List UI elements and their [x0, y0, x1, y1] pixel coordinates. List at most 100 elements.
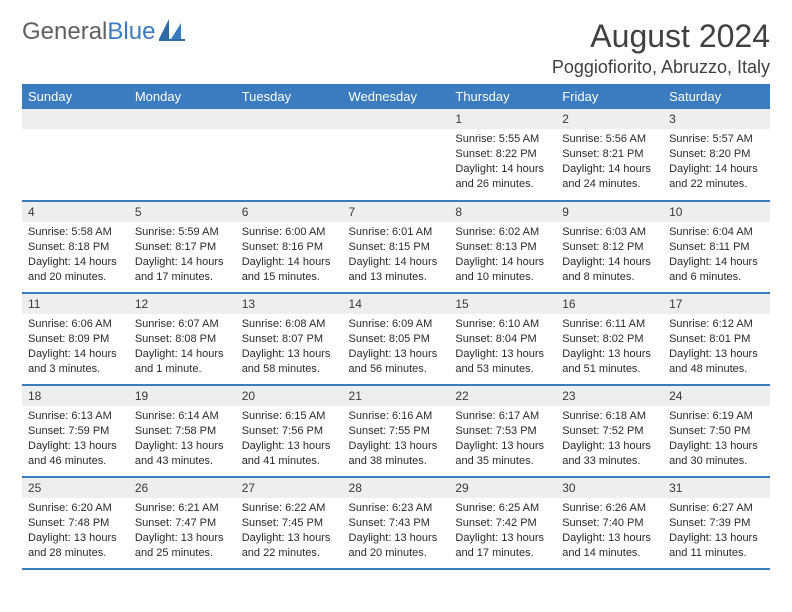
day-number [22, 109, 129, 129]
day-cell: 22Sunrise: 6:17 AMSunset: 7:53 PMDayligh… [449, 385, 556, 477]
day-cell: 14Sunrise: 6:09 AMSunset: 8:05 PMDayligh… [343, 293, 450, 385]
day-number [236, 109, 343, 129]
sunrise-text: Sunrise: 6:19 AM [669, 409, 764, 424]
sunrise-text: Sunrise: 6:10 AM [455, 317, 550, 332]
page-header: GeneralBlue August 2024 Poggiofiorito, A… [22, 18, 770, 78]
sunset-text: Sunset: 7:53 PM [455, 424, 550, 439]
day-number: 29 [449, 478, 556, 498]
sunset-text: Sunset: 7:43 PM [349, 516, 444, 531]
day-body: Sunrise: 6:04 AMSunset: 8:11 PMDaylight:… [663, 222, 770, 290]
sunrise-text: Sunrise: 6:14 AM [135, 409, 230, 424]
sunset-text: Sunset: 7:45 PM [242, 516, 337, 531]
day-body: Sunrise: 5:58 AMSunset: 8:18 PMDaylight:… [22, 222, 129, 290]
day-cell: 4Sunrise: 5:58 AMSunset: 8:18 PMDaylight… [22, 201, 129, 293]
sunrise-text: Sunrise: 6:12 AM [669, 317, 764, 332]
day-cell: 6Sunrise: 6:00 AMSunset: 8:16 PMDaylight… [236, 201, 343, 293]
day-body: Sunrise: 6:22 AMSunset: 7:45 PMDaylight:… [236, 498, 343, 566]
day-cell: 19Sunrise: 6:14 AMSunset: 7:58 PMDayligh… [129, 385, 236, 477]
sunrise-text: Sunrise: 6:26 AM [562, 501, 657, 516]
dow-sunday: Sunday [22, 84, 129, 109]
daylight-text: Daylight: 13 hours and 14 minutes. [562, 531, 657, 561]
sunrise-text: Sunrise: 6:02 AM [455, 225, 550, 240]
day-number: 10 [663, 202, 770, 222]
day-body: Sunrise: 6:07 AMSunset: 8:08 PMDaylight:… [129, 314, 236, 382]
day-body: Sunrise: 6:12 AMSunset: 8:01 PMDaylight:… [663, 314, 770, 382]
day-body: Sunrise: 6:16 AMSunset: 7:55 PMDaylight:… [343, 406, 450, 474]
logo-sail-icon [159, 19, 185, 46]
sunset-text: Sunset: 8:13 PM [455, 240, 550, 255]
sunset-text: Sunset: 8:07 PM [242, 332, 337, 347]
day-body: Sunrise: 6:14 AMSunset: 7:58 PMDaylight:… [129, 406, 236, 474]
daylight-text: Daylight: 13 hours and 46 minutes. [28, 439, 123, 469]
dow-thursday: Thursday [449, 84, 556, 109]
sunrise-text: Sunrise: 6:15 AM [242, 409, 337, 424]
sunset-text: Sunset: 8:18 PM [28, 240, 123, 255]
title-block: August 2024 Poggiofiorito, Abruzzo, Ital… [552, 18, 770, 78]
sunset-text: Sunset: 8:15 PM [349, 240, 444, 255]
week-row: 11Sunrise: 6:06 AMSunset: 8:09 PMDayligh… [22, 293, 770, 385]
week-row: 25Sunrise: 6:20 AMSunset: 7:48 PMDayligh… [22, 477, 770, 569]
sunrise-text: Sunrise: 6:11 AM [562, 317, 657, 332]
day-cell: 11Sunrise: 6:06 AMSunset: 8:09 PMDayligh… [22, 293, 129, 385]
sunset-text: Sunset: 7:59 PM [28, 424, 123, 439]
day-body: Sunrise: 6:17 AMSunset: 7:53 PMDaylight:… [449, 406, 556, 474]
day-number: 21 [343, 386, 450, 406]
daylight-text: Daylight: 13 hours and 17 minutes. [455, 531, 550, 561]
daylight-text: Daylight: 13 hours and 33 minutes. [562, 439, 657, 469]
day-body: Sunrise: 6:19 AMSunset: 7:50 PMDaylight:… [663, 406, 770, 474]
sunrise-text: Sunrise: 5:57 AM [669, 132, 764, 147]
day-cell: 7Sunrise: 6:01 AMSunset: 8:15 PMDaylight… [343, 201, 450, 293]
day-body: Sunrise: 6:06 AMSunset: 8:09 PMDaylight:… [22, 314, 129, 382]
sunrise-text: Sunrise: 6:20 AM [28, 501, 123, 516]
day-body: Sunrise: 6:09 AMSunset: 8:05 PMDaylight:… [343, 314, 450, 382]
daylight-text: Daylight: 13 hours and 25 minutes. [135, 531, 230, 561]
day-cell: 28Sunrise: 6:23 AMSunset: 7:43 PMDayligh… [343, 477, 450, 569]
day-number: 11 [22, 294, 129, 314]
sunset-text: Sunset: 7:58 PM [135, 424, 230, 439]
day-number: 1 [449, 109, 556, 129]
daylight-text: Daylight: 14 hours and 13 minutes. [349, 255, 444, 285]
daylight-text: Daylight: 14 hours and 17 minutes. [135, 255, 230, 285]
day-number: 3 [663, 109, 770, 129]
daylight-text: Daylight: 14 hours and 24 minutes. [562, 162, 657, 192]
sunrise-text: Sunrise: 6:17 AM [455, 409, 550, 424]
week-row: 18Sunrise: 6:13 AMSunset: 7:59 PMDayligh… [22, 385, 770, 477]
daylight-text: Daylight: 14 hours and 1 minute. [135, 347, 230, 377]
day-cell: 1Sunrise: 5:55 AMSunset: 8:22 PMDaylight… [449, 109, 556, 201]
day-cell: 9Sunrise: 6:03 AMSunset: 8:12 PMDaylight… [556, 201, 663, 293]
day-body: Sunrise: 6:27 AMSunset: 7:39 PMDaylight:… [663, 498, 770, 566]
calendar-table: Sunday Monday Tuesday Wednesday Thursday… [22, 84, 770, 570]
day-cell [129, 109, 236, 201]
day-number: 17 [663, 294, 770, 314]
sunrise-text: Sunrise: 5:56 AM [562, 132, 657, 147]
day-cell: 30Sunrise: 6:26 AMSunset: 7:40 PMDayligh… [556, 477, 663, 569]
day-body: Sunrise: 6:00 AMSunset: 8:16 PMDaylight:… [236, 222, 343, 290]
day-cell: 2Sunrise: 5:56 AMSunset: 8:21 PMDaylight… [556, 109, 663, 201]
sunset-text: Sunset: 8:11 PM [669, 240, 764, 255]
day-number: 31 [663, 478, 770, 498]
sunset-text: Sunset: 8:05 PM [349, 332, 444, 347]
sunrise-text: Sunrise: 6:01 AM [349, 225, 444, 240]
day-cell: 3Sunrise: 5:57 AMSunset: 8:20 PMDaylight… [663, 109, 770, 201]
daylight-text: Daylight: 14 hours and 20 minutes. [28, 255, 123, 285]
day-cell: 29Sunrise: 6:25 AMSunset: 7:42 PMDayligh… [449, 477, 556, 569]
day-body: Sunrise: 6:23 AMSunset: 7:43 PMDaylight:… [343, 498, 450, 566]
day-number: 23 [556, 386, 663, 406]
sunset-text: Sunset: 8:04 PM [455, 332, 550, 347]
daylight-text: Daylight: 13 hours and 11 minutes. [669, 531, 764, 561]
sunrise-text: Sunrise: 6:18 AM [562, 409, 657, 424]
day-body: Sunrise: 5:59 AMSunset: 8:17 PMDaylight:… [129, 222, 236, 290]
sunrise-text: Sunrise: 5:59 AM [135, 225, 230, 240]
sunrise-text: Sunrise: 6:04 AM [669, 225, 764, 240]
daylight-text: Daylight: 13 hours and 41 minutes. [242, 439, 337, 469]
sunset-text: Sunset: 8:02 PM [562, 332, 657, 347]
daylight-text: Daylight: 13 hours and 48 minutes. [669, 347, 764, 377]
sunrise-text: Sunrise: 5:55 AM [455, 132, 550, 147]
sunrise-text: Sunrise: 6:16 AM [349, 409, 444, 424]
logo-text: GeneralBlue [22, 18, 155, 46]
sunrise-text: Sunrise: 6:06 AM [28, 317, 123, 332]
daylight-text: Daylight: 14 hours and 3 minutes. [28, 347, 123, 377]
day-cell: 25Sunrise: 6:20 AMSunset: 7:48 PMDayligh… [22, 477, 129, 569]
sunrise-text: Sunrise: 6:03 AM [562, 225, 657, 240]
sunrise-text: Sunrise: 6:22 AM [242, 501, 337, 516]
